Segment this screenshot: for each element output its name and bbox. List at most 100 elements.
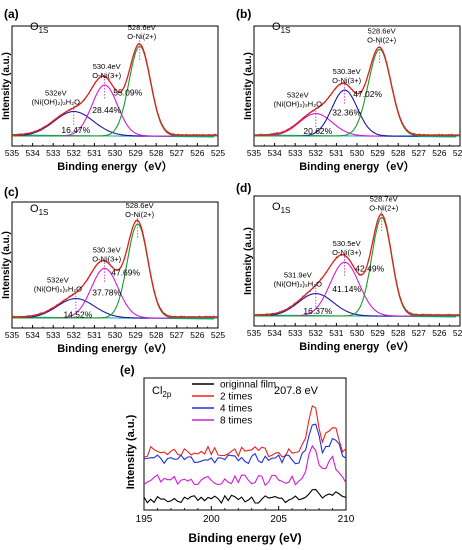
x-tick-label: 529 (129, 148, 143, 158)
peak-percent-label: 16.47% (61, 125, 90, 135)
peak-assignment-label: (Ni(OH)₂)₂H₂O (34, 285, 82, 294)
peak-percent-label: 42.49% (355, 264, 384, 274)
peak-percent-label: 16.37% (303, 306, 332, 316)
peak-energy-label: 532eV (47, 276, 69, 285)
peak-percent-label: 20.62% (303, 126, 332, 136)
x-tick-label: 532 (309, 148, 323, 158)
x-tick-label: 528 (391, 328, 405, 338)
x-tick-label: 532 (67, 330, 81, 340)
panel-c: 535 534 533 532 531 530 529 528 527 526 525 Binding… (1, 185, 225, 355)
peak-assignment-label: O-Ni(2+) (127, 32, 156, 41)
x-tick-label: 200 (203, 514, 220, 525)
series-line (143, 405, 347, 458)
component-peak (12, 45, 218, 137)
peak-percent-label: 55.09% (113, 88, 142, 98)
x-tick-label: 530 (108, 148, 122, 158)
x-tick-label: 534 (26, 330, 40, 340)
background-line (15, 316, 215, 320)
panel-label: (e) (120, 363, 135, 377)
peak-percent-label: 37.78% (92, 288, 121, 298)
x-tick-label: 527 (170, 330, 184, 340)
y-axis-label: Intensity (a.u.) (1, 231, 12, 299)
x-tick-label: 527 (412, 148, 426, 158)
peak-assignment-label: (Ni(OH)₂)₂H₂O (274, 100, 322, 109)
peak-assignment-label: O-Ni(2+) (369, 203, 398, 212)
x-tick-label: 528 (149, 330, 163, 340)
background-line (15, 134, 215, 138)
x-axis-label: Binding energy（eV） (57, 160, 173, 173)
background-line (257, 134, 457, 138)
peak-percent-label: 32.36% (332, 107, 361, 117)
x-tick-label: 535 (5, 148, 19, 158)
x-tick-label: 529 (129, 330, 143, 340)
peak-energy-label: 530.5eV (333, 239, 361, 248)
x-axis-label: Binding energy（eV） (299, 160, 415, 173)
series-line (143, 488, 347, 505)
legend-label: 4 times (220, 404, 252, 415)
panel-label: (c) (4, 185, 19, 199)
peak-percent-label: 47.02% (353, 89, 382, 99)
x-tick-label: 528 (149, 148, 163, 158)
panel-e: 195 200 205 210 Binding energy (eV) Intensity… (120, 363, 355, 545)
peak-assignment-label: O-Ni(3+) (92, 254, 121, 263)
peak-energy-label: 532eV (287, 91, 309, 100)
fit-envelope (12, 219, 218, 318)
x-tick-label: 535 (247, 328, 261, 338)
x-tick-label: 195 (136, 514, 153, 525)
panel-label: (b) (236, 7, 251, 21)
x-tick-label: 534 (268, 148, 282, 158)
panel-a: 535 534 533 532 531 530 529 528 527 526 525 Binding… (1, 7, 225, 173)
peak-assignment-label: O-Ni(2+) (125, 210, 154, 219)
peak-percent-label: 47.69% (111, 268, 140, 278)
panel-title: Cl2p (152, 385, 172, 399)
x-tick-label: 532 (309, 328, 323, 338)
peak-assignment-label: O-Ni(2+) (367, 35, 396, 44)
legend-label: 8 times (220, 416, 252, 427)
panel-label: (a) (4, 7, 19, 21)
x-tick-label: 533 (288, 148, 302, 158)
peak-assignment-label: O-Ni(3+) (332, 76, 361, 85)
panel-d: 535 534 533 532 531 530 529 528 527 526 525 Binding… (236, 181, 462, 353)
x-axis-label: Binding energy (eV) (188, 531, 301, 545)
fit-envelope (254, 213, 460, 316)
peak-assignment-label: (Ni(OH)₂)₂H₂O (32, 98, 80, 107)
x-tick-label: 525 (211, 148, 225, 158)
x-tick-label: 531 (87, 148, 101, 158)
peak-assignment-label: O-Ni(3+) (92, 71, 121, 80)
peak-percent-label: 41.14% (332, 284, 361, 294)
component-peak (12, 223, 218, 319)
x-tick-label: 533 (288, 328, 302, 338)
peak-energy-label: 528.6eV (126, 201, 154, 210)
component-peak (12, 298, 218, 319)
panel-title: O1S (272, 21, 290, 35)
peak-energy-label: 531.9eV (284, 271, 312, 280)
x-tick-label: 525 (211, 330, 225, 340)
peak-energy-label: 528.6eV (128, 23, 156, 32)
x-tick-label: 531 (87, 330, 101, 340)
peak-energy-label: 530.3eV (333, 67, 361, 76)
peak-energy-label: 530.4eV (93, 62, 121, 71)
x-tick-label: 527 (170, 148, 184, 158)
x-tick-label: 531 (329, 148, 343, 158)
fit-envelope (254, 46, 460, 136)
x-tick-label: 526 (432, 148, 446, 158)
x-tick-label: 529 (371, 328, 385, 338)
x-tick-label: 526 (190, 148, 204, 158)
x-tick-label: 205 (270, 514, 287, 525)
peak-assignment-label: O-Ni(3+) (332, 248, 361, 257)
legend-label: 2 times (220, 392, 252, 403)
x-tick-label: 530 (108, 330, 122, 340)
legend-label: originnal film (220, 380, 276, 391)
peak-energy-label: 528.6eV (368, 26, 396, 35)
panel-title: O1S (272, 201, 290, 215)
peak-percent-label: 28.44% (92, 105, 121, 115)
x-tick-label: 526 (190, 330, 204, 340)
series-line (143, 423, 347, 465)
plot-frame (253, 195, 461, 327)
panel-title: O1S (30, 203, 48, 217)
x-tick-label: 530 (350, 328, 364, 338)
x-tick-label: 533 (46, 148, 60, 158)
peak-energy-label: 528.7eV (370, 194, 398, 203)
